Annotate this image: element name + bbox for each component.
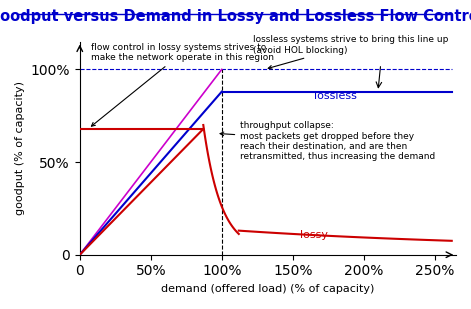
Text: lossless systems strive to bring this line up
(avoid HOL blocking): lossless systems strive to bring this li… — [253, 35, 448, 69]
Text: flow control in lossy systems strives to
make the network operate in this region: flow control in lossy systems strives to… — [91, 43, 274, 126]
Text: Goodput versus Demand in Lossy and Lossless Flow Control: Goodput versus Demand in Lossy and Lossl… — [0, 9, 471, 24]
Text: lossy: lossy — [300, 230, 328, 240]
Text: lossless: lossless — [314, 91, 357, 101]
Y-axis label: goodput (% of capacity): goodput (% of capacity) — [15, 81, 25, 215]
Text: throughput collapse:
most packets get dropped before they
reach their destinatio: throughput collapse: most packets get dr… — [220, 121, 436, 162]
X-axis label: demand (offered load) (% of capacity): demand (offered load) (% of capacity) — [161, 284, 374, 294]
